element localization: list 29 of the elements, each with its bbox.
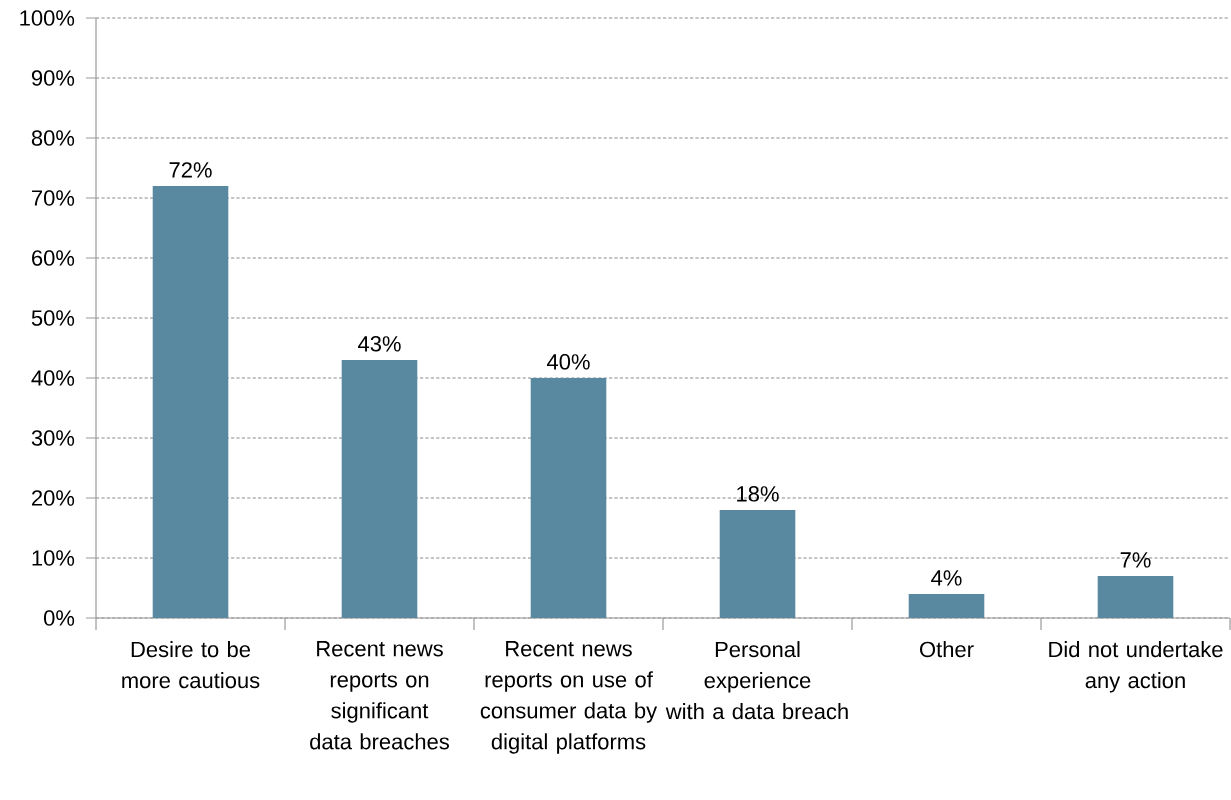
y-tick-label: 90% — [31, 70, 75, 86]
x-tick-label: Other — [920, 641, 974, 658]
bar — [341, 360, 418, 618]
x-tick-label: Personal experience with a data breach — [665, 641, 848, 720]
data-label: 40% — [546, 354, 590, 370]
y-tick-label: 20% — [32, 490, 75, 506]
x-tick-label: Recent news reports on use of consumer data by digital platforms — [480, 641, 658, 754]
bar — [530, 378, 607, 618]
bar — [1097, 576, 1174, 618]
y-tick-label: 80% — [31, 130, 75, 146]
data-label: 18% — [737, 486, 779, 502]
data-label: 72% — [169, 162, 212, 178]
y-tick-label: 50% — [31, 310, 75, 326]
x-tick-label: Recent news reports on significant data breaches — [310, 641, 449, 750]
data-label: 43% — [357, 336, 401, 352]
y-tick-label: 10% — [32, 550, 75, 566]
x-tick-label: Did not undertake any action — [1049, 641, 1223, 693]
bar — [152, 186, 229, 618]
y-tick-label: 60% — [32, 250, 75, 266]
x-tick-label: Desire to be more cautious — [122, 641, 260, 689]
bar — [908, 594, 985, 618]
bar — [719, 510, 796, 618]
data-label: 7% — [1120, 552, 1151, 568]
y-tick-label: 0% — [43, 610, 75, 626]
y-tick-label: 100% — [20, 10, 75, 26]
data-label: 4% — [931, 570, 962, 586]
y-tick-label: 40% — [31, 370, 75, 386]
y-tick-label: 30% — [31, 430, 75, 446]
y-tick-label: 70% — [32, 190, 75, 206]
